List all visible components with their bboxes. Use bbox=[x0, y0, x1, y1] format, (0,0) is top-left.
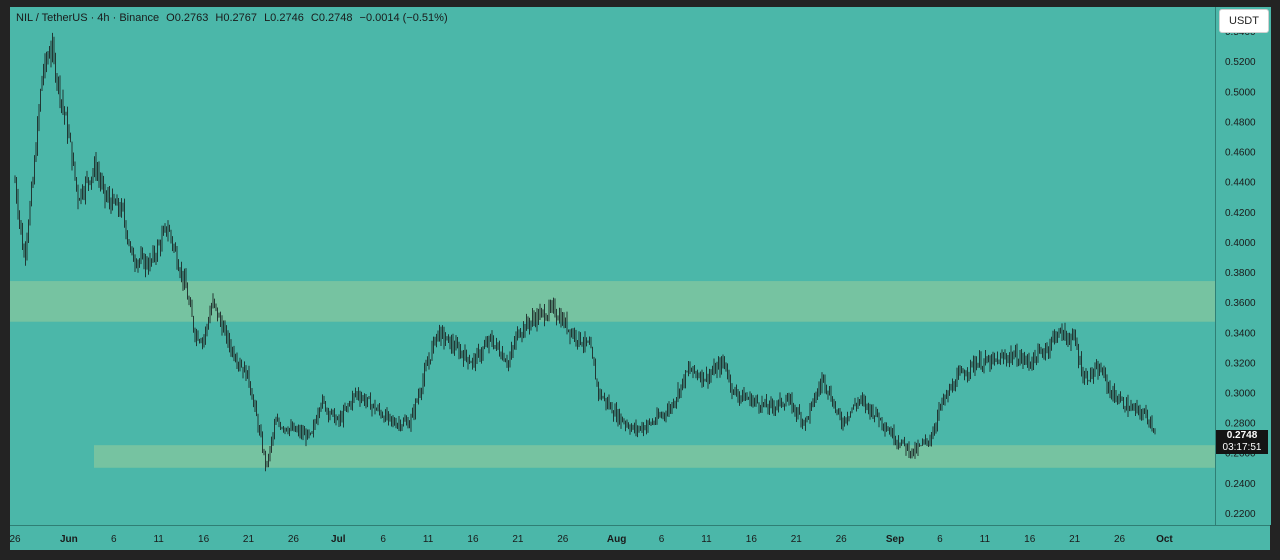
time-tick-label: 26 bbox=[288, 534, 300, 545]
support-resistance-zone bbox=[10, 281, 1215, 322]
time-tick-label: 11 bbox=[980, 534, 991, 545]
time-axis[interactable]: 26 Jun 6 11 16 21 26 Jul 6 11 16 21 26 Aug 6 11 16 21 26 Se… bbox=[10, 525, 1270, 550]
time-tick-label: 16 bbox=[746, 534, 758, 545]
price-tick-label: 0.4000 bbox=[1225, 238, 1256, 249]
time-tick-label: 26 bbox=[836, 534, 848, 545]
time-tick-label: 6 bbox=[111, 534, 117, 545]
price-tick-label: 0.2200 bbox=[1225, 509, 1256, 520]
time-tick-label: Jul bbox=[331, 534, 346, 545]
legend-low: L0.2746 bbox=[264, 12, 304, 24]
last-price-tag: 0.2748 03:17:51 bbox=[1216, 430, 1268, 454]
time-tick-label: 26 bbox=[557, 534, 569, 545]
time-tick-label: 16 bbox=[198, 534, 210, 545]
price-tick-label: 0.2400 bbox=[1225, 479, 1256, 490]
currency-button[interactable]: USDT bbox=[1219, 9, 1269, 33]
price-tick-label: 0.3600 bbox=[1225, 298, 1256, 309]
time-tick-label: 16 bbox=[467, 534, 479, 545]
time-axis-labels: 26 Jun 6 11 16 21 26 Jul 6 11 16 21 26 Aug 6 11 16 21 26 Se… bbox=[10, 534, 1173, 545]
legend-open: O0.2763 bbox=[166, 12, 209, 24]
time-tick-label: 6 bbox=[659, 534, 665, 545]
price-tick-label: 0.2800 bbox=[1225, 419, 1256, 430]
time-tick-label: 16 bbox=[1024, 534, 1036, 545]
time-tick-label: 11 bbox=[423, 534, 434, 545]
time-tick-label: 11 bbox=[701, 534, 712, 545]
time-tick-label: Jun bbox=[60, 534, 78, 545]
last-price-value: 0.2748 bbox=[1226, 430, 1258, 441]
support-resistance-zone bbox=[94, 445, 1215, 468]
bar-countdown: 03:17:51 bbox=[1222, 442, 1262, 453]
time-tick-label: 26 bbox=[1114, 534, 1126, 545]
time-tick-label: 11 bbox=[153, 534, 164, 545]
price-tick-label: 0.5200 bbox=[1225, 57, 1256, 68]
price-tick-label: 0.3000 bbox=[1225, 388, 1256, 399]
time-tick-label: 6 bbox=[380, 534, 386, 545]
price-tick-label: 0.3800 bbox=[1225, 268, 1256, 279]
price-tick-label: 0.4400 bbox=[1225, 178, 1256, 189]
chart-pane[interactable] bbox=[10, 7, 1215, 525]
time-tick-label: 26 bbox=[10, 534, 21, 545]
time-tick-label: Sep bbox=[886, 534, 904, 545]
legend-high: H0.2767 bbox=[215, 12, 257, 24]
time-tick-label: Oct bbox=[1156, 534, 1173, 545]
time-tick-label: 21 bbox=[243, 534, 255, 545]
time-tick-label: 21 bbox=[512, 534, 524, 545]
price-tick-label: 0.3200 bbox=[1225, 358, 1256, 369]
price-tick-label: 0.2600 bbox=[1225, 449, 1256, 460]
time-tick-label: Aug bbox=[607, 534, 626, 545]
legend-symbol[interactable]: NIL / TetherUS · 4h · Binance bbox=[16, 12, 160, 24]
candlestick-plot[interactable] bbox=[10, 7, 1215, 525]
legend-change: −0.0014 (−0.51%) bbox=[359, 12, 448, 24]
price-tick-label: 0.5000 bbox=[1225, 87, 1256, 98]
price-tick-label: 0.4800 bbox=[1225, 117, 1256, 128]
price-tick-label: 0.4200 bbox=[1225, 208, 1256, 219]
time-tick-label: 21 bbox=[791, 534, 803, 545]
time-tick-label: 6 bbox=[937, 534, 943, 545]
price-tick-label: 0.4600 bbox=[1225, 148, 1256, 159]
legend-close: C0.2748 bbox=[310, 12, 353, 24]
price-tick-label: 0.3400 bbox=[1225, 328, 1256, 339]
time-tick-label: 21 bbox=[1069, 534, 1081, 545]
symbol-legend: NIL / TetherUS · 4h · Binance O0.2763 H0… bbox=[16, 12, 452, 24]
